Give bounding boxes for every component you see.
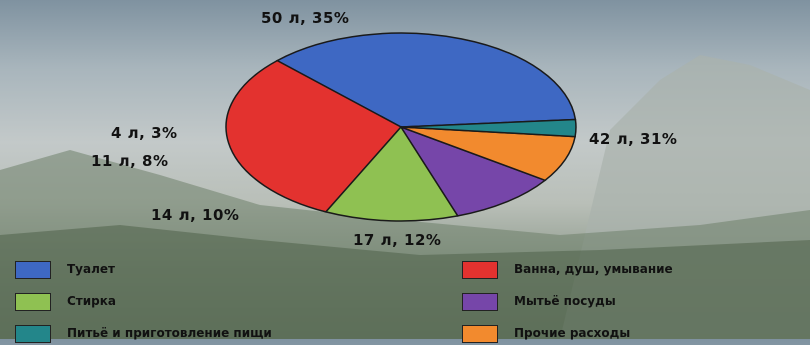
legend-label-1: Ванна, душ, умывание [514,262,673,276]
legend-label-2: Стирка [67,294,117,308]
slice-label-5: 4 л, 3% [111,124,178,142]
legend-swatch-0 [15,261,51,279]
legend-label-3: Мытьё посуды [514,294,616,308]
legend-swatch-1 [462,261,498,279]
slice-label-4: 11 л, 8% [91,152,169,170]
legend-swatch-4 [462,325,498,343]
legend-swatch-2 [15,293,51,311]
legend-swatch-5 [15,325,51,343]
slice-label-2: 17 л, 12% [353,231,442,249]
pie-slice-3 [399,125,547,217]
pie-slice-1 [225,59,403,213]
pie-slice-2 [324,125,460,222]
legend-label-4: Прочие расходы [514,326,631,340]
legend-swatch-3 [462,293,498,311]
slice-label-3: 14 л, 10% [151,206,240,224]
slice-label-1: 42 л, 31% [589,130,678,148]
pie-slice-5 [400,118,577,138]
legend-label-5: Питьё и приготовление пищи [67,326,272,340]
slice-label-0: 50 л, 35% [261,9,350,27]
pie-slice-0 [275,32,577,128]
legend-label-0: Туалет [67,262,115,276]
